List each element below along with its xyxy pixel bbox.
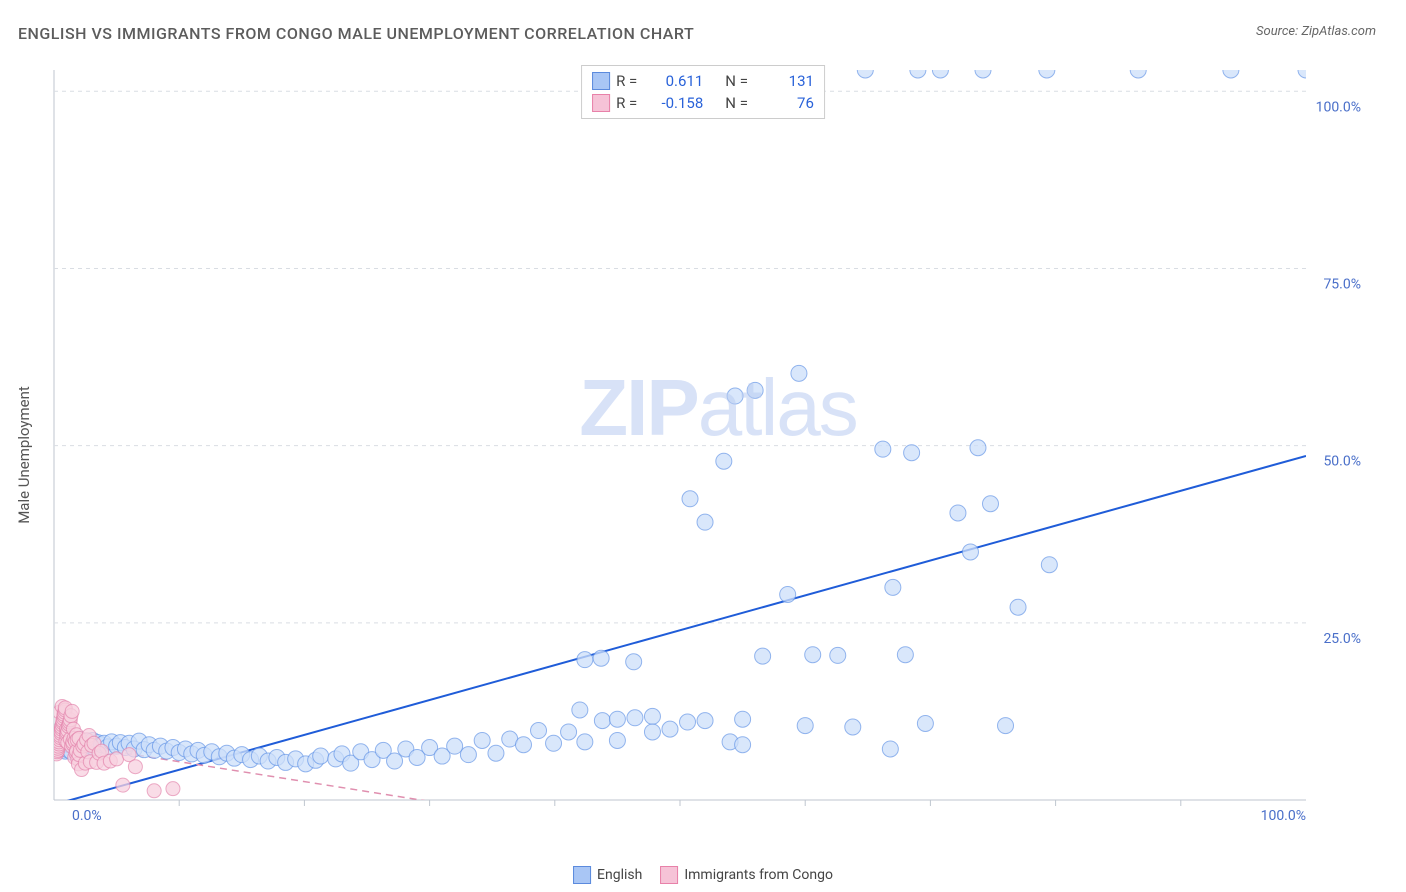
svg-text:75.0%: 75.0% <box>1323 276 1361 292</box>
source-label: Source: ZipAtlas.com <box>1256 24 1376 39</box>
r-label: R = <box>616 94 637 112</box>
n-label: N = <box>725 94 748 112</box>
r-label: R = <box>616 72 637 90</box>
swatch-congo-icon <box>660 866 678 884</box>
source-prefix: Source: <box>1256 24 1301 39</box>
legend-label-english: English <box>597 867 642 883</box>
scatter-chart: 25.0% 50.0% 75.0% 100.0% 0.0% 100.0% <box>50 66 1386 826</box>
svg-text:100.0%: 100.0% <box>1261 808 1306 824</box>
svg-text:100.0%: 100.0% <box>1316 99 1361 115</box>
swatch-congo <box>592 94 610 112</box>
svg-text:0.0%: 0.0% <box>72 808 102 824</box>
legend-stats-row-congo: R = -0.158 N = 76 <box>592 92 814 114</box>
y-axis-label: Male Unemployment <box>15 386 33 524</box>
chart-area: 25.0%50.0%75.0%100.0%0.0%100.0% ZIPatlas <box>50 66 1386 826</box>
legend-stats: R = 0.611 N = 131 R = -0.158 N = 76 <box>581 65 825 119</box>
n-value-congo: 76 <box>754 94 814 112</box>
legend-label-congo: Immigrants from Congo <box>684 867 833 883</box>
r-value-english: 0.611 <box>643 72 703 90</box>
swatch-english-icon <box>573 866 591 884</box>
legend-series: English Immigrants from Congo <box>573 866 833 884</box>
svg-text:25.0%: 25.0% <box>1323 631 1361 647</box>
swatch-english <box>592 72 610 90</box>
n-label: N = <box>725 72 748 90</box>
r-value-congo: -0.158 <box>643 94 703 112</box>
legend-item-congo: Immigrants from Congo <box>660 866 833 884</box>
legend-item-english: English <box>573 866 642 884</box>
source-value: ZipAtlas.com <box>1301 24 1376 39</box>
n-value-english: 131 <box>754 72 814 90</box>
chart-title: ENGLISH VS IMMIGRANTS FROM CONGO MALE UN… <box>18 24 694 43</box>
legend-stats-row-english: R = 0.611 N = 131 <box>592 70 814 92</box>
svg-text:50.0%: 50.0% <box>1323 454 1361 470</box>
